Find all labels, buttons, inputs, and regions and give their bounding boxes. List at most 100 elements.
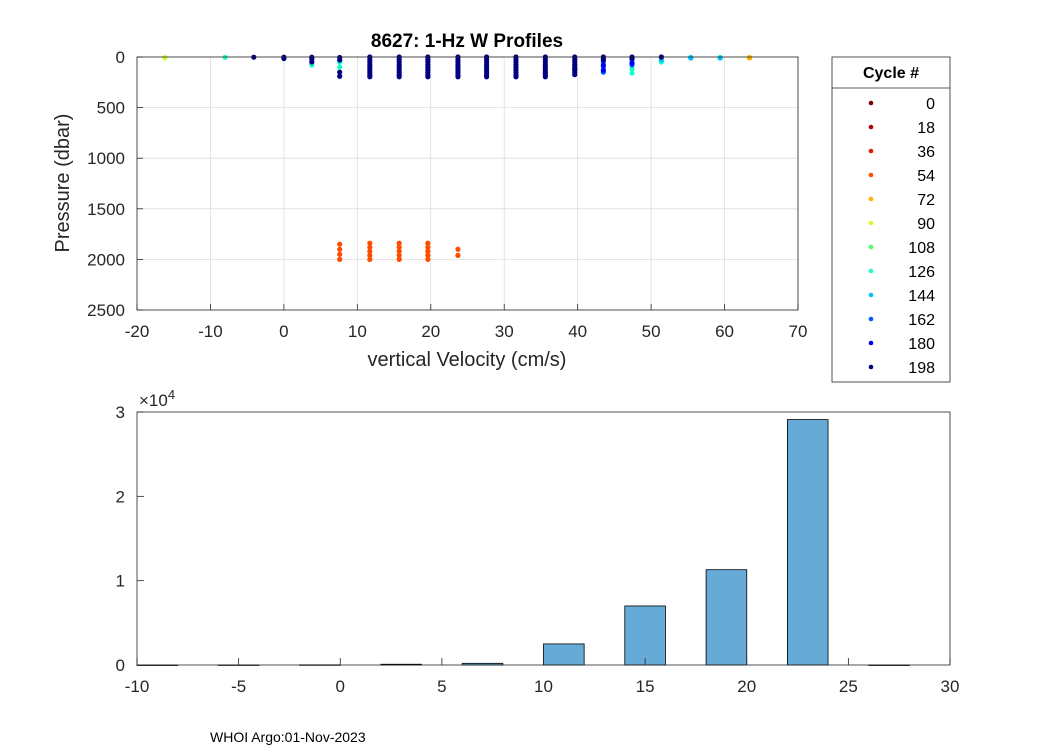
scatter-y-label: Pressure (dbar): [52, 114, 74, 253]
scatter-x-tick-label: -20: [125, 322, 150, 341]
scatter-point-cycle-72: [746, 55, 753, 61]
scatter-point-cycle-198: [572, 72, 578, 78]
legend-entries: 0 18 36 54 72 90 108 126 144 162 180 198: [868, 96, 935, 377]
bar-x-tick-label: 30: [941, 677, 960, 696]
scatter-point-cycle-180: [600, 67, 606, 73]
scatter-point-cycle-54: [455, 246, 461, 252]
legend-label-180: 180: [908, 336, 935, 353]
legend-label-36: 36: [917, 144, 935, 161]
legend-marker-90: [868, 220, 874, 226]
scatter-y-tick-label: 1000: [87, 149, 125, 168]
legend-marker-0: [868, 100, 874, 106]
bar-x-tick-label: 20: [737, 677, 756, 696]
scatter-point-cycle-198: [455, 74, 461, 80]
legend-marker-36: [868, 148, 874, 154]
scatter-point-cycle-54: [367, 256, 373, 262]
scatter-point-cycle-180: [629, 60, 635, 66]
scatter-point-cycle-54: [367, 248, 373, 254]
scatter-point-cycle-54: [337, 251, 343, 257]
scatter-point-cycle-198: [309, 59, 315, 65]
legend-marker-72: [868, 196, 874, 202]
bar-x-tick-label: 0: [336, 677, 345, 696]
scatter-point-cycle-126: [629, 66, 635, 72]
bar-ticks: -10 -5 0 5 10 15 20 25 30 0 1 2 3: [116, 403, 960, 696]
scatter-point-cycle-180: [600, 62, 606, 68]
legend-label-72: 72: [917, 192, 935, 209]
scatter-point-cycle-198: [367, 74, 373, 80]
scatter-point-cycle-198: [542, 74, 548, 80]
legend-label-126: 126: [908, 264, 935, 281]
histogram-bar: [705, 569, 748, 666]
scatter-point-cycle-54: [455, 252, 461, 258]
legend-marker-18: [868, 124, 874, 130]
scatter-point-cycle-54: [367, 240, 373, 246]
scatter-point-cycle-54: [425, 248, 431, 254]
bar-y-exponent-power: 4: [168, 387, 175, 402]
bar-y-tick-label: 2: [116, 487, 125, 506]
legend: Cycle # 0 18 36 54 72 90 108 126 144 162 180 198: [831, 56, 951, 383]
bar-x-tick-label: 5: [437, 677, 446, 696]
bar-x-tick-label: -10: [125, 677, 150, 696]
footer-text: WHOI Argo:01-Nov-2023: [210, 729, 366, 745]
scatter-point-cycle-198: [337, 73, 343, 79]
scatter-y-tick-label: 2000: [87, 250, 125, 269]
bar-y-tick-label: 0: [116, 656, 125, 675]
scatter-point-cycle-198: [337, 69, 343, 75]
scatter-point-cycle-198: [337, 57, 343, 63]
scatter-point-cycle-54: [396, 248, 402, 254]
scatter-x-tick-label: 70: [789, 322, 808, 341]
bar-x-tick-label: 10: [534, 677, 553, 696]
scatter-x-tick-label: 20: [421, 322, 440, 341]
scatter-x-label: vertical Velocity (cm/s): [368, 349, 567, 371]
scatter-y-tick-label: 0: [116, 48, 125, 67]
scatter-x-tick-label: 40: [568, 322, 587, 341]
scatter-chart: -20 -10 0 10 20 30 40 50 60 70 0 500 1000 1500 2000 250…: [52, 31, 807, 371]
scatter-point-cycle-54: [337, 241, 343, 247]
scatter-point-cycle-90: [162, 55, 168, 61]
scatter-point-cycle-54: [337, 246, 343, 252]
scatter-point-cycle-198: [396, 74, 402, 80]
legend-marker-162: [868, 316, 874, 322]
legend-marker-108: [868, 244, 874, 250]
scatter-point-cycle-126: [337, 64, 343, 70]
scatter-point-cycle-198: [425, 74, 431, 80]
legend-label-0: 0: [926, 96, 935, 113]
scatter-point-cycle-54: [396, 252, 402, 258]
bar-x-tick-label: -5: [231, 677, 246, 696]
scatter-x-tick-label: 10: [348, 322, 367, 341]
legend-marker-54: [868, 172, 874, 178]
scatter-x-tick-label: 50: [642, 322, 661, 341]
legend-label-162: 162: [908, 312, 935, 329]
scatter-x-tick-label: 0: [279, 322, 288, 341]
legend-label-90: 90: [917, 216, 935, 233]
legend-label-144: 144: [908, 288, 935, 305]
scatter-ticks: -20 -10 0 10 20 30 40 50 60 70 0 500 1000 1500 2000 250…: [87, 48, 807, 341]
legend-marker-144: [868, 292, 874, 298]
scatter-point-cycle-54: [425, 252, 431, 258]
legend-title: Cycle #: [863, 65, 919, 82]
histogram-bar: [624, 605, 666, 666]
scatter-x-tick-label: -10: [198, 322, 223, 341]
legend-marker-126: [868, 268, 874, 274]
scatter-point-cycle-54: [396, 240, 402, 246]
scatter-point-cycle-54: [337, 256, 343, 262]
scatter-point-cycle-54: [425, 256, 431, 262]
bar-y-exponent: ×104: [139, 387, 175, 410]
legend-label-54: 54: [917, 168, 935, 185]
scatter-point-cycle-126: [629, 70, 635, 76]
scatter-y-tick-label: 1500: [87, 200, 125, 219]
scatter-point-cycle-144: [717, 55, 723, 61]
legend-label-108: 108: [908, 240, 935, 257]
legend-marker-198: [868, 364, 874, 370]
scatter-y-tick-label: 500: [97, 99, 125, 118]
bar-x-tick-label: 25: [839, 677, 858, 696]
scatter-point-cycle-54: [367, 244, 373, 250]
scatter-point-cycle-54: [396, 244, 402, 250]
scatter-y-tick-label: 2500: [87, 301, 125, 320]
bar-y-tick-label: 3: [116, 403, 125, 422]
legend-label-198: 198: [908, 360, 935, 377]
scatter-plot-area: [137, 57, 798, 310]
scatter-x-tick-label: 30: [495, 322, 514, 341]
scatter-point-cycle-54: [425, 240, 431, 246]
